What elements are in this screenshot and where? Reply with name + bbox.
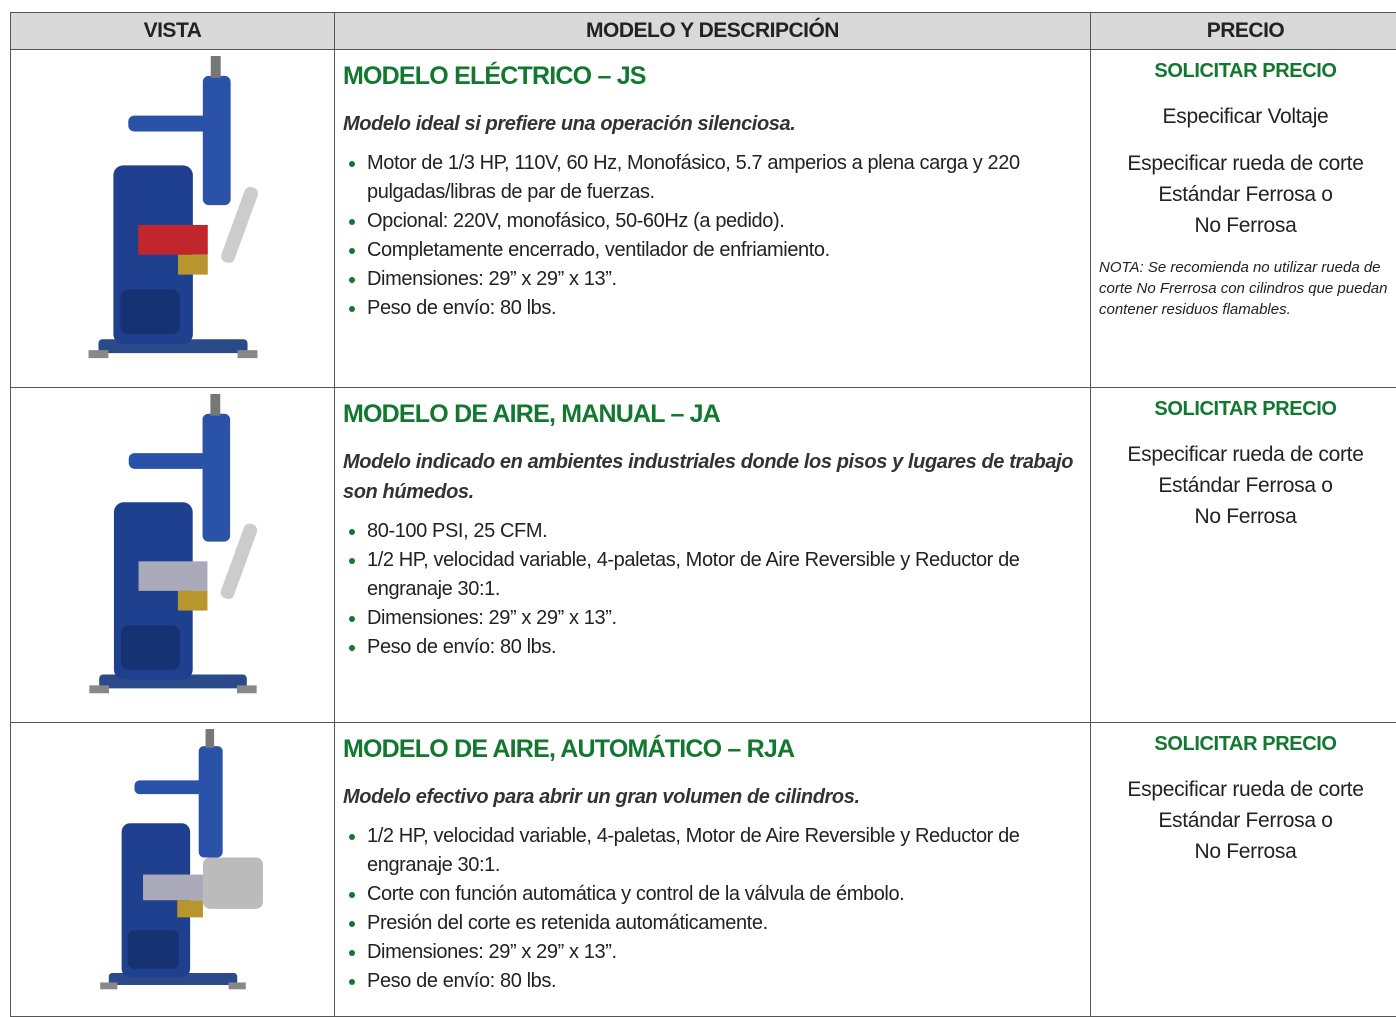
price: SOLICITAR PRECIO Especificar rueda de cor… xyxy=(1091,723,1396,867)
price-cell: SOLICITAR PRECIO Especificar rueda de cor… xyxy=(1090,387,1396,723)
description-cell: MODELO ELÉCTRICO – JS Modelo ideal si pre… xyxy=(334,49,1091,388)
bullet: Corte con función automática y control d… xyxy=(367,880,1080,909)
description-cell: MODELO DE AIRE, AUTOMÁTICO – RJA Modelo e… xyxy=(334,722,1091,1017)
header-row: VISTA MODELO Y DESCRIPCIÓN PRECIO xyxy=(10,12,1396,50)
price-note: Especificar Voltaje xyxy=(1091,101,1396,132)
image xyxy=(11,388,334,709)
price-line: Estándar Ferrosa o xyxy=(1158,183,1333,206)
price: SOLICITAR PRECIO Especificar Voltaje Espec… xyxy=(1091,50,1396,320)
product-photo xyxy=(99,729,263,990)
bullet: 80-100 PSI, 25 CFM. xyxy=(367,517,1080,546)
tagline: Modelo efectivo para abrir un gran volum… xyxy=(343,786,860,808)
bullet: Peso de envío: 80 lbs. xyxy=(367,294,1080,323)
bullet-list: Motor de 1/3 HP, 110V, 60 Hz, Monofásico… xyxy=(343,149,1080,323)
tagline: Modelo ideal si prefiere una operación s… xyxy=(343,113,796,135)
note: NOTA: Se recomienda no utilizar rueda de… xyxy=(1099,259,1388,318)
bullet: 1/2 HP, velocidad variable, 4-paletas, M… xyxy=(367,822,1080,880)
price-title: SOLICITAR PRECIO xyxy=(1154,733,1337,755)
description: MODELO DE AIRE, AUTOMÁTICO – RJA Modelo e… xyxy=(335,723,1090,996)
price-cell: SOLICITAR PRECIO Especificar rueda de cor… xyxy=(1090,722,1396,1017)
price-line: Especificar rueda de corte xyxy=(1127,443,1364,466)
price-line: Especificar rueda de corte xyxy=(1127,778,1364,801)
model-title: MODELO ELÉCTRICO – JS xyxy=(343,62,646,90)
bullet: Dimensiones: 29” x 29” x 13”. xyxy=(367,604,1080,633)
header: PRECIO xyxy=(1090,12,1396,50)
price-note: Especificar rueda de corte Estándar Ferro… xyxy=(1091,774,1396,867)
image xyxy=(11,50,334,374)
product-row: MODELO DE AIRE, MANUAL – JA Modelo indica… xyxy=(10,387,1396,723)
price-title: SOLICITAR PRECIO xyxy=(1154,398,1337,420)
price-line: No Ferrosa xyxy=(1194,840,1297,863)
image-cell xyxy=(10,387,335,723)
product-row: MODELO ELÉCTRICO – JS Modelo ideal si pre… xyxy=(10,49,1396,388)
bullet: Dimensiones: 29” x 29” x 13”. xyxy=(367,938,1080,967)
description: MODELO DE AIRE, MANUAL – JA Modelo indica… xyxy=(335,388,1090,662)
bullet: Peso de envío: 80 lbs. xyxy=(367,967,1080,996)
model-title: MODELO DE AIRE, MANUAL – JA xyxy=(343,400,721,428)
product-row: MODELO DE AIRE, AUTOMÁTICO – RJA Modelo e… xyxy=(10,722,1396,1017)
bullet: Presión del corte es retenida automática… xyxy=(367,909,1080,938)
price-note: Especificar rueda de corte Estándar Ferro… xyxy=(1091,148,1396,241)
table-body: MODELO ELÉCTRICO – JS Modelo ideal si pre… xyxy=(10,49,1396,1017)
bullet: Opcional: 220V, monofásico, 50-60Hz (a p… xyxy=(367,207,1080,236)
price-cell: SOLICITAR PRECIO Especificar Voltaje Espec… xyxy=(1090,49,1396,388)
price-line: No Ferrosa xyxy=(1194,505,1297,528)
bullet: Peso de envío: 80 lbs. xyxy=(367,633,1080,662)
product-photo xyxy=(88,56,258,359)
bullet: Completamente encerrado, ventilador de e… xyxy=(367,236,1080,265)
bullet: Motor de 1/3 HP, 110V, 60 Hz, Monofásico… xyxy=(367,149,1080,207)
product-table: VISTA MODELO Y DESCRIPCIÓN PRECIO MODELO… xyxy=(10,12,1396,1017)
price-title: SOLICITAR PRECIO xyxy=(1154,60,1337,82)
description: MODELO ELÉCTRICO – JS Modelo ideal si pre… xyxy=(335,50,1090,323)
header: MODELO Y DESCRIPCIÓN xyxy=(334,12,1091,50)
price-line: Especificar rueda de corte xyxy=(1127,152,1364,175)
price-line: Estándar Ferrosa o xyxy=(1158,474,1333,497)
tagline: Modelo indicado en ambientes industriale… xyxy=(343,451,1074,503)
model-title: MODELO DE AIRE, AUTOMÁTICO – RJA xyxy=(343,735,795,763)
bullet-list: 1/2 HP, velocidad variable, 4-paletas, M… xyxy=(343,822,1080,996)
image-cell xyxy=(10,722,335,1017)
header: VISTA xyxy=(10,12,335,50)
price-line: Estándar Ferrosa o xyxy=(1158,809,1333,832)
bullet: Dimensiones: 29” x 29” x 13”. xyxy=(367,265,1080,294)
bullet-list: 80-100 PSI, 25 CFM.1/2 HP, velocidad var… xyxy=(343,517,1080,662)
price-line: No Ferrosa xyxy=(1194,214,1297,237)
price-note: Especificar rueda de corte Estándar Ferro… xyxy=(1091,439,1396,532)
product-photo xyxy=(88,394,257,694)
bullet: 1/2 HP, velocidad variable, 4-paletas, M… xyxy=(367,546,1080,604)
image xyxy=(11,723,334,1003)
price-line: Especificar Voltaje xyxy=(1162,105,1329,128)
description-cell: MODELO DE AIRE, MANUAL – JA Modelo indica… xyxy=(334,387,1091,723)
price: SOLICITAR PRECIO Especificar rueda de cor… xyxy=(1091,388,1396,532)
image-cell xyxy=(10,49,335,388)
